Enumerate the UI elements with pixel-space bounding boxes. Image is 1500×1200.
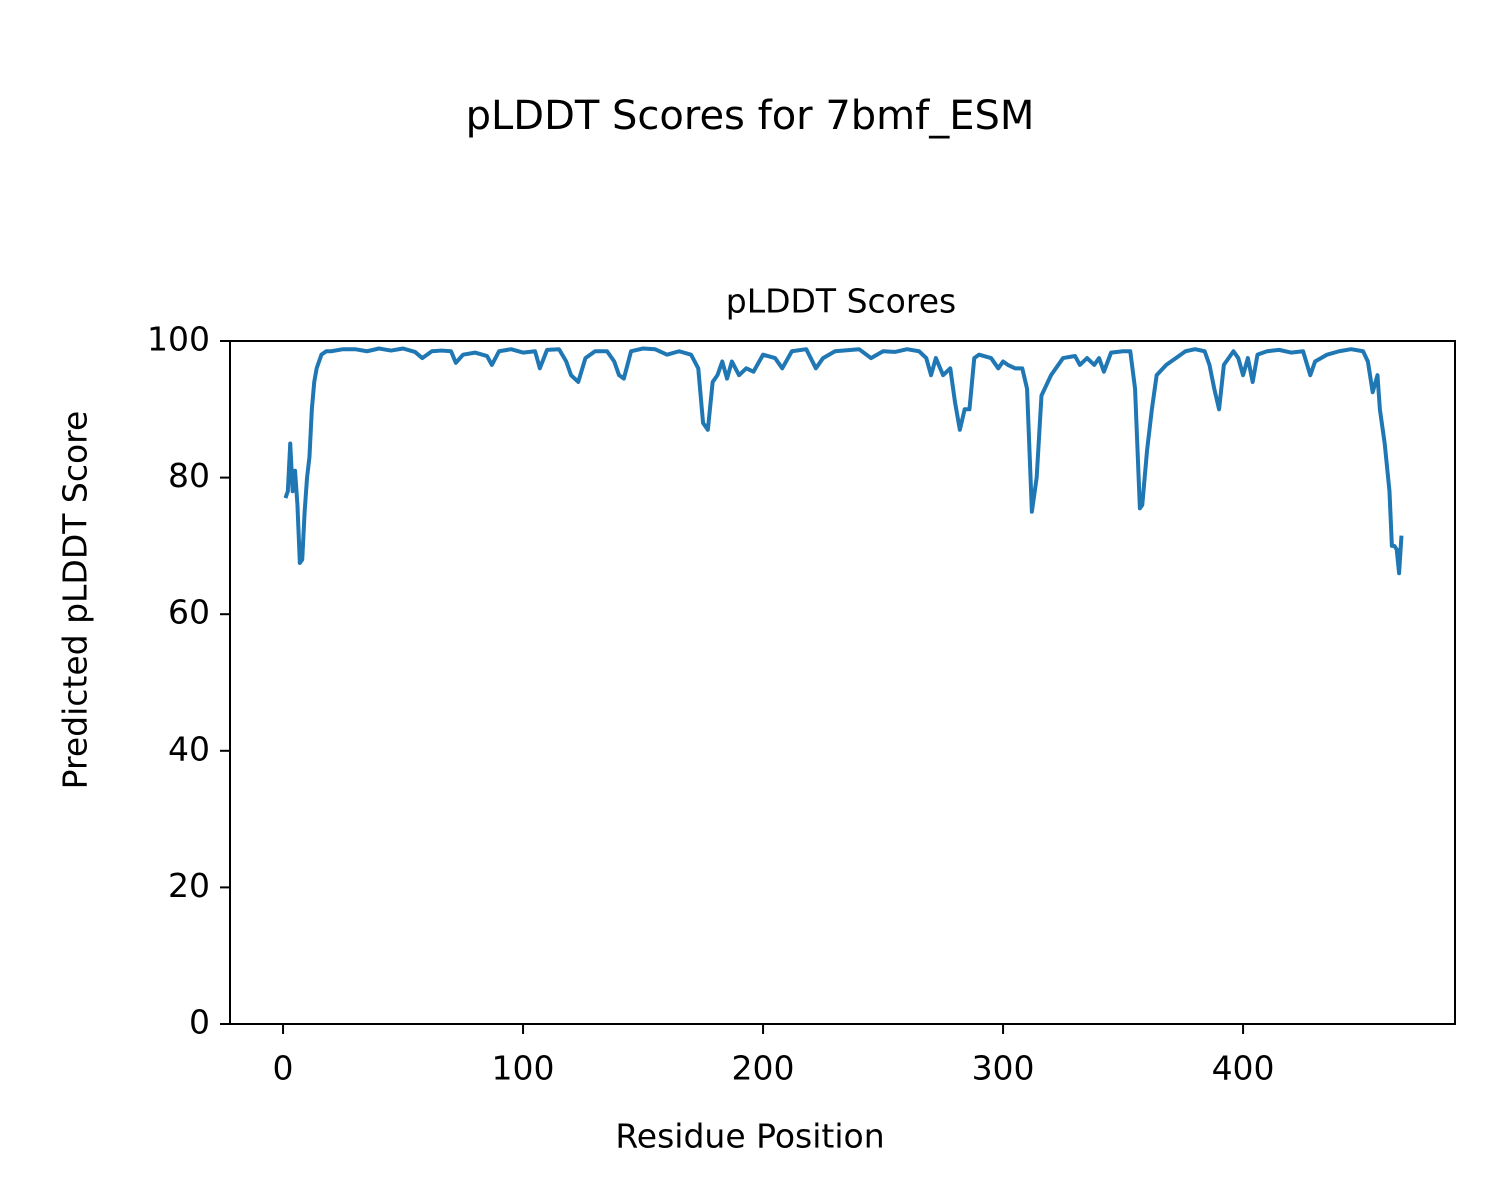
- x-tick-label: 300: [972, 1049, 1035, 1088]
- data-line: [283, 346, 1404, 576]
- x-tick-label: 200: [732, 1049, 795, 1088]
- y-tick-label: 20: [168, 866, 210, 905]
- x-tick-label: 100: [492, 1049, 555, 1088]
- x-tick-label: 0: [273, 1049, 294, 1088]
- y-tick-label: 100: [147, 320, 210, 359]
- axes-title: pLDDT Scores: [726, 282, 956, 321]
- y-tick-label: 80: [168, 456, 210, 495]
- suptitle: pLDDT Scores for 7bmf_ESM: [466, 93, 1035, 139]
- y-tick-label: 0: [189, 1003, 210, 1042]
- y-tick-label: 60: [168, 593, 210, 632]
- x-tick-label: 400: [1212, 1049, 1275, 1088]
- y-tick-label: 40: [168, 729, 210, 768]
- y-axis-label: Predicted pLDDT Score: [56, 411, 95, 790]
- x-axis-label: Residue Position: [615, 1117, 884, 1156]
- plot-frame: [229, 340, 1456, 1025]
